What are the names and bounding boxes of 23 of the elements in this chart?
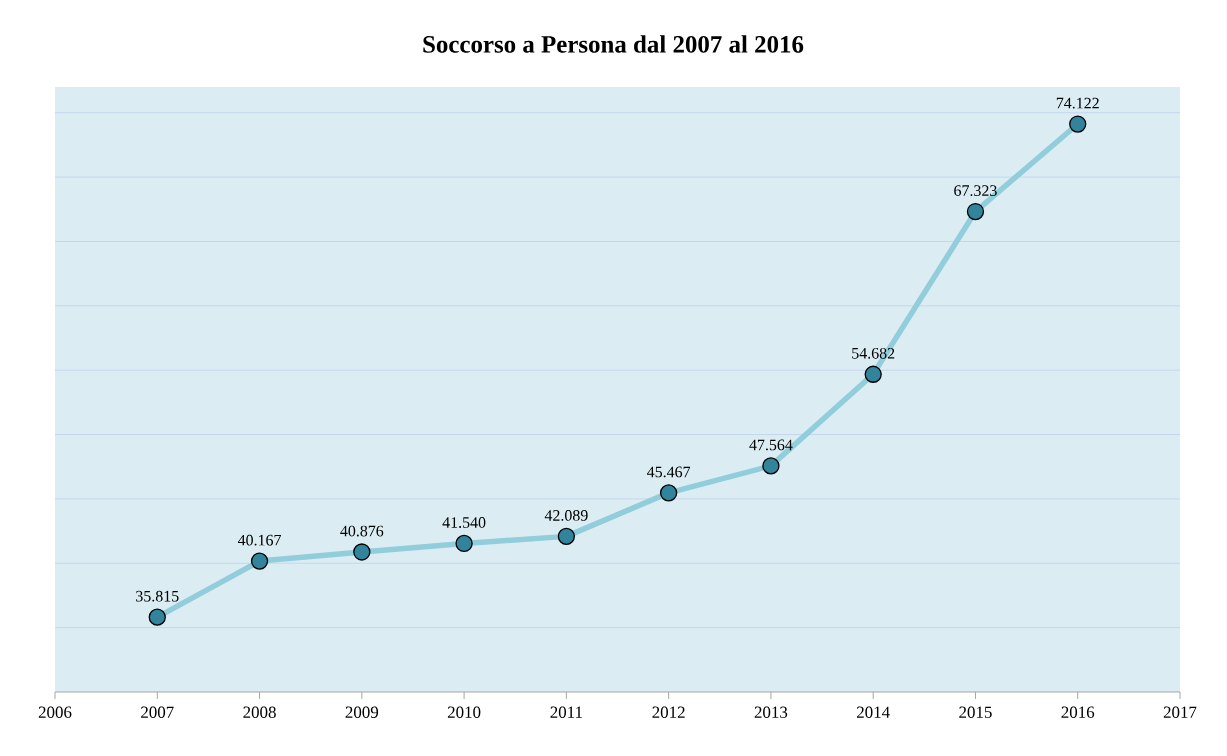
x-tick-label: 2016 (1061, 706, 1095, 718)
x-tick-label: 2012 (652, 706, 685, 718)
x-tick-label: 2015 (959, 706, 992, 718)
x-tick-label: 2008 (243, 706, 276, 718)
data-label: 40.876 (340, 525, 384, 537)
x-tick-label: 2013 (754, 706, 788, 718)
data-label: 74.122 (1056, 97, 1099, 109)
x-tick-label: 2010 (447, 706, 481, 718)
data-label: 67.323 (954, 185, 997, 197)
x-tick-label: 2007 (141, 706, 174, 718)
data-label: 35.815 (136, 590, 179, 602)
x-tick-label: 2014 (857, 706, 890, 718)
x-tick-label: 2011 (550, 706, 582, 718)
data-label: 47.564 (749, 439, 793, 451)
data-label: 45.467 (647, 466, 691, 478)
data-label: 42.089 (544, 510, 588, 521)
chart-title: Soccorso a Persona dal 2007 al 2016 (423, 35, 804, 53)
x-tick-label: 2017 (1163, 706, 1197, 718)
x-tick-label: 2006 (38, 706, 72, 718)
x-tick-label: 2009 (345, 706, 379, 718)
data-label: 54.682 (852, 347, 895, 359)
data-label: 40.167 (237, 534, 282, 546)
data-label: 41.540 (442, 517, 486, 528)
